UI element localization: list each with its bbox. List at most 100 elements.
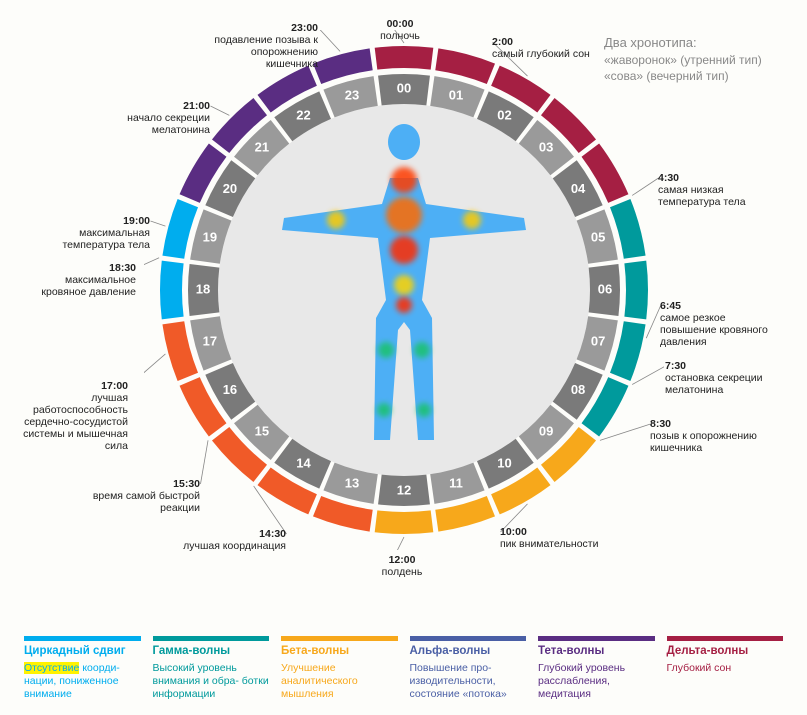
callout-18-30: 18:30максимальное кровяное давление <box>26 262 136 298</box>
svg-text:18: 18 <box>195 281 209 296</box>
circadian-clock: 0001020304050607080910111213141516171819… <box>144 30 664 550</box>
svg-text:03: 03 <box>538 139 552 154</box>
callout-15-30: 15:30время самой быстрой реакции <box>90 478 200 514</box>
legend-desc: Повышение про- изводительности, состояни… <box>410 662 527 701</box>
callout-time: 6:45 <box>660 300 775 312</box>
svg-text:19: 19 <box>202 229 216 244</box>
legend-col-4: Тета-волны Глубокий уровень расслабления,… <box>532 636 661 707</box>
legend-title: Тета-волны <box>538 645 655 657</box>
legend-bar <box>410 636 527 641</box>
callout-text: максимальное кровяное давление <box>26 274 136 298</box>
legend-title: Дельта-волны <box>667 645 784 657</box>
legend-bar <box>538 636 655 641</box>
callout-17-00: 17:00лучшая работоспособность сердечно-с… <box>18 380 128 452</box>
svg-text:04: 04 <box>570 181 585 196</box>
legend-title: Циркадный сдвиг <box>24 645 141 657</box>
svg-text:05: 05 <box>590 229 604 244</box>
legend-title: Бета-волны <box>281 645 398 657</box>
callout-19-00: 19:00максимальная температура тела <box>40 215 150 251</box>
callout-2-00: 2:00самый глубокий сон <box>492 36 590 60</box>
infographic-root: 0001020304050607080910111213141516171819… <box>0 0 807 715</box>
svg-text:14: 14 <box>296 456 311 471</box>
callout-time: 2:00 <box>492 36 590 48</box>
callout-21-00: 21:00начало секреции мелатонина <box>100 100 210 136</box>
chronotype-note: Два хронотипа: «жаворонок» (утренний тип… <box>604 34 762 84</box>
legend-desc: Отсутствие коорди- нации, пониженное вни… <box>24 662 141 701</box>
chronotype-line2: «сова» (вечерний тип) <box>604 68 762 84</box>
legend-bar <box>24 636 141 641</box>
svg-text:08: 08 <box>570 382 584 397</box>
callout-text: полночь <box>380 30 420 42</box>
legend-bar <box>281 636 398 641</box>
callout-time: 14:30 <box>176 528 286 540</box>
svg-text:12: 12 <box>396 482 410 497</box>
callout-time: 12:00 <box>382 554 423 566</box>
callout-time: 7:30 <box>665 360 780 372</box>
svg-text:22: 22 <box>296 107 310 122</box>
legend-title: Альфа-волны <box>410 645 527 657</box>
legend-col-0: Циркадный сдвиг Отсутствие коорди- нации,… <box>18 636 147 707</box>
callout-text: остановка секреции мелатонина <box>665 372 780 396</box>
callout-text: полдень <box>382 566 423 578</box>
callout-text: самый глубокий сон <box>492 48 590 60</box>
callout-14-30: 14:30лучшая координация <box>176 528 286 552</box>
legend-bar <box>667 636 784 641</box>
callout-time: 18:30 <box>26 262 136 274</box>
svg-text:02: 02 <box>497 107 511 122</box>
callout-text: самое резкое повышение кровяного давлени… <box>660 312 775 348</box>
legend-col-1: Гамма-волны Высокий уровень внимания и об… <box>147 636 276 707</box>
legend-bar <box>153 636 270 641</box>
svg-text:16: 16 <box>222 382 236 397</box>
legend-desc: Улучшение аналитического мышления <box>281 662 398 701</box>
svg-text:17: 17 <box>202 333 216 348</box>
svg-text:11: 11 <box>449 476 463 491</box>
callout-8-30: 8:30позыв к опорожнению кишечника <box>650 418 765 454</box>
legend-col-5: Дельта-волны Глубокий сон <box>661 636 790 707</box>
callout-00-00: 00:00полночь <box>380 18 420 42</box>
callout-time: 17:00 <box>18 380 128 392</box>
chronotype-line1: «жаворонок» (утренний тип) <box>604 52 762 68</box>
callout-time: 00:00 <box>380 18 420 30</box>
svg-text:23: 23 <box>344 87 358 102</box>
callout-23-00: 23:00подавление позыва к опорожнению киш… <box>208 22 318 70</box>
callout-text: самая низкая температура тела <box>658 184 773 208</box>
svg-text:09: 09 <box>538 424 552 439</box>
callout-6-45: 6:45самое резкое повышение кровяного дав… <box>660 300 775 348</box>
callout-time: 21:00 <box>100 100 210 112</box>
svg-text:13: 13 <box>344 476 358 491</box>
svg-text:00: 00 <box>396 80 410 95</box>
callout-text: начало секреции мелатонина <box>100 112 210 136</box>
callout-text: время самой быстрой реакции <box>90 490 200 514</box>
callout-7-30: 7:30остановка секреции мелатонина <box>665 360 780 396</box>
svg-text:15: 15 <box>254 424 268 439</box>
callout-text: позыв к опорожнению кишечника <box>650 430 765 454</box>
legend: Циркадный сдвиг Отсутствие коорди- нации,… <box>18 636 789 707</box>
legend-col-3: Альфа-волны Повышение про- изводительност… <box>404 636 533 707</box>
svg-text:01: 01 <box>448 87 462 102</box>
legend-desc: Глубокий сон <box>667 662 784 675</box>
legend-desc: Высокий уровень внимания и обра- ботки и… <box>153 662 270 701</box>
legend-col-2: Бета-волны Улучшение аналитического мышле… <box>275 636 404 707</box>
callout-time: 8:30 <box>650 418 765 430</box>
callout-time: 19:00 <box>40 215 150 227</box>
svg-text:20: 20 <box>222 181 236 196</box>
svg-text:06: 06 <box>597 281 611 296</box>
callout-text: максимальная температура тела <box>40 227 150 251</box>
legend-desc: Глубокий уровень расслабления, медитация <box>538 662 655 701</box>
svg-text:07: 07 <box>590 333 604 348</box>
chronotype-heading: Два хронотипа: <box>604 34 762 52</box>
callout-10-00: 10:00пик внимательности <box>500 526 598 550</box>
svg-text:21: 21 <box>254 139 268 154</box>
callout-time: 15:30 <box>90 478 200 490</box>
callout-text: лучшая координация <box>176 540 286 552</box>
callout-12-00: 12:00полдень <box>382 554 423 578</box>
callout-4-30: 4:30самая низкая температура тела <box>658 172 773 208</box>
clock-svg: 0001020304050607080910111213141516171819… <box>144 30 664 550</box>
callout-text: лучшая работоспособность сердечно-сосуди… <box>18 392 128 452</box>
callout-time: 23:00 <box>208 22 318 34</box>
callout-time: 4:30 <box>658 172 773 184</box>
legend-title: Гамма-волны <box>153 645 270 657</box>
callout-text: подавление позыва к опорожнению кишечник… <box>208 34 318 70</box>
callout-text: пик внимательности <box>500 538 598 550</box>
callout-time: 10:00 <box>500 526 598 538</box>
